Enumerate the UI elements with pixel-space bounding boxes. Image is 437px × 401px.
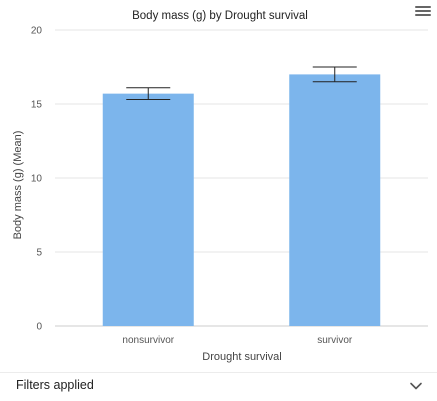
y-tick-label: 0 <box>36 322 42 333</box>
hamburger-menu-icon-line <box>415 14 431 16</box>
filters-applied-label: Filters applied <box>16 378 94 392</box>
x-tick-label-nonsurvivor: nonsurvivor <box>122 335 174 346</box>
x-axis-ticks: nonsurvivor survivor <box>122 335 353 346</box>
y-axis-title: Body mass (g) (Mean) <box>12 131 24 240</box>
y-tick-label: 20 <box>31 26 43 37</box>
chart-title: Body mass (g) by Drought survival <box>132 10 308 22</box>
y-axis-ticks: 0 5 10 15 20 <box>31 26 43 333</box>
chart-container: Body mass (g) by Drought survival 0 5 10 15… <box>0 0 437 372</box>
chevron-down-icon <box>409 379 423 393</box>
bar-survivor[interactable] <box>289 74 380 326</box>
y-tick-label: 10 <box>31 174 43 185</box>
chart-menu-button[interactable] <box>415 4 431 18</box>
y-tick-label: 5 <box>36 248 42 259</box>
y-tick-label: 15 <box>31 100 43 111</box>
bars <box>103 74 381 326</box>
hamburger-menu-icon <box>415 6 431 8</box>
bar-chart: Body mass (g) by Drought survival 0 5 10 15… <box>0 0 437 372</box>
x-tick-label-survivor: survivor <box>317 335 353 346</box>
hamburger-menu-icon-line <box>415 10 431 12</box>
filters-applied-toggle[interactable]: Filters applied <box>0 372 437 401</box>
bar-nonsurvivor[interactable] <box>103 94 194 326</box>
x-axis-title: Drought survival <box>202 351 281 363</box>
